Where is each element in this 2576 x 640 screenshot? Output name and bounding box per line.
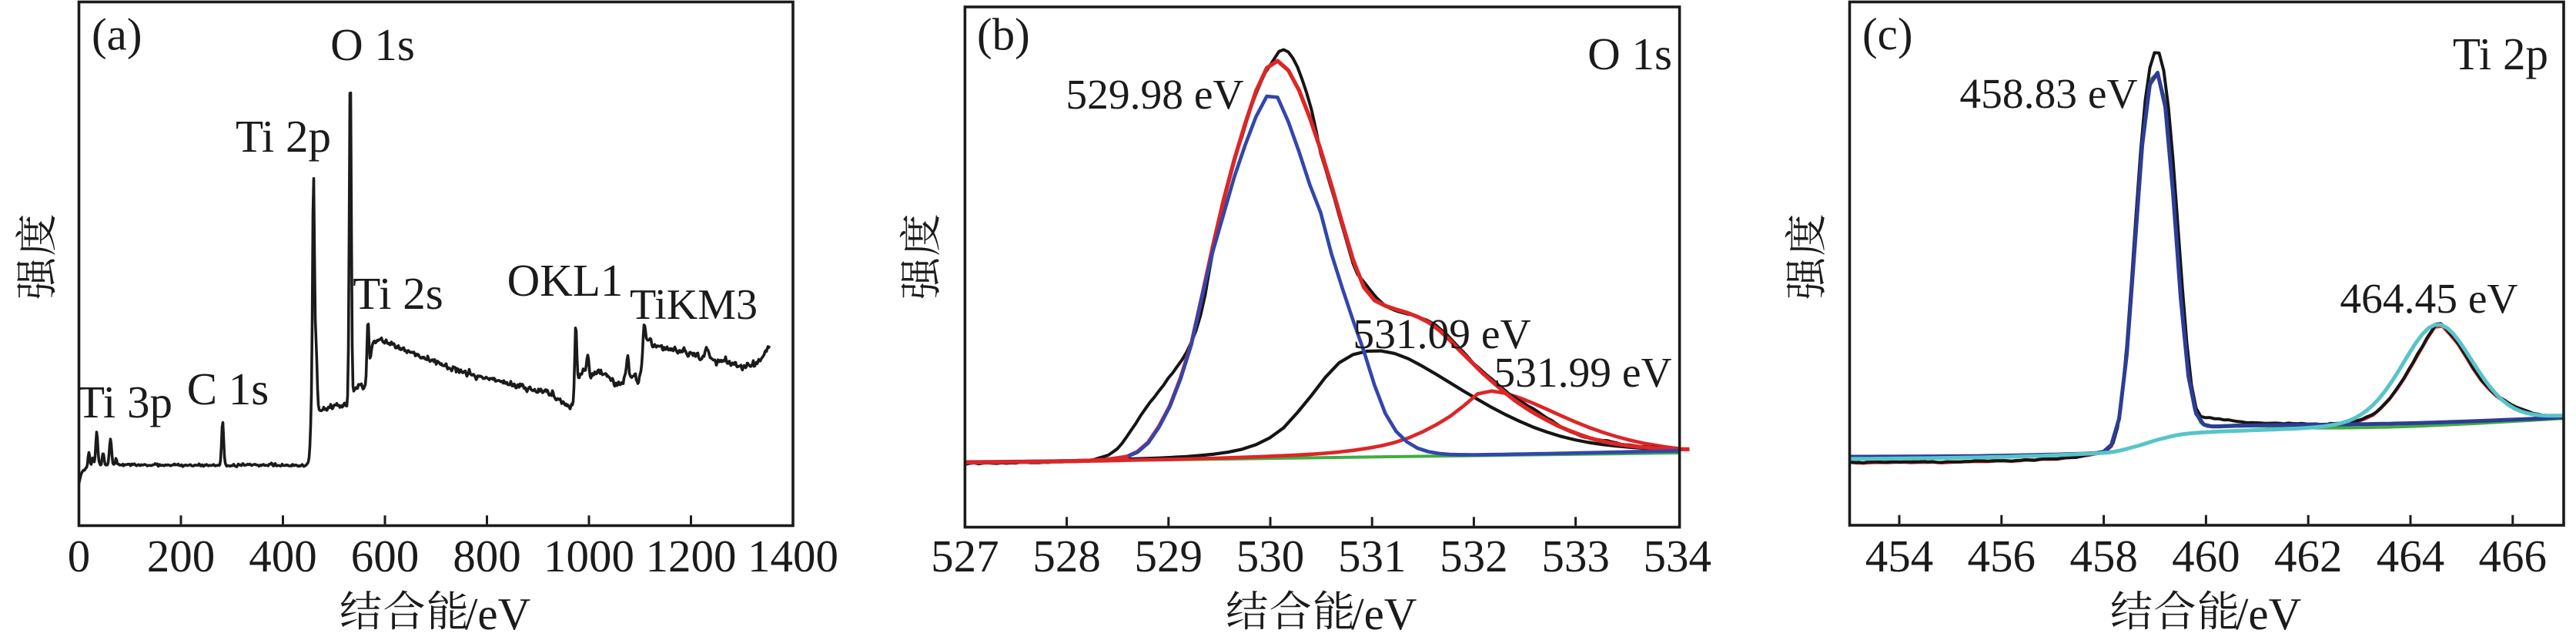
svg-text:528: 528 xyxy=(1032,531,1101,581)
svg-text:1000: 1000 xyxy=(544,531,634,581)
svg-text:(c): (c) xyxy=(1862,8,1912,59)
svg-text:600: 600 xyxy=(351,531,420,581)
svg-text:(a): (a) xyxy=(92,9,142,60)
svg-text:529: 529 xyxy=(1135,531,1203,581)
svg-text:O 1s: O 1s xyxy=(1587,28,1672,79)
svg-text:800: 800 xyxy=(453,531,521,581)
svg-text:462: 462 xyxy=(2274,531,2343,581)
svg-text:456: 456 xyxy=(1968,531,2036,581)
svg-text:533: 533 xyxy=(1541,531,1610,581)
svg-text:C 1s: C 1s xyxy=(187,364,269,414)
svg-text:464.45 eV: 464.45 eV xyxy=(2340,276,2517,323)
svg-text:Ti 3p: Ti 3p xyxy=(77,377,172,427)
svg-text:464: 464 xyxy=(2377,531,2445,581)
svg-text:(b): (b) xyxy=(977,9,1030,60)
svg-text:530: 530 xyxy=(1236,531,1305,581)
svg-text:200: 200 xyxy=(147,531,216,581)
svg-text:OKL1: OKL1 xyxy=(507,255,624,306)
svg-text:532: 532 xyxy=(1440,531,1508,581)
svg-text:0: 0 xyxy=(68,531,91,581)
svg-text:TiKM3: TiKM3 xyxy=(630,281,758,329)
svg-text:531: 531 xyxy=(1338,531,1407,581)
svg-text:Ti 2p: Ti 2p xyxy=(2453,28,2548,79)
svg-text:458.83 eV: 458.83 eV xyxy=(1959,71,2137,118)
svg-text:460: 460 xyxy=(2172,531,2240,581)
svg-text:529.98 eV: 529.98 eV xyxy=(1066,72,1243,119)
svg-text:534: 534 xyxy=(1644,531,1712,581)
svg-text:531.09 eV: 531.09 eV xyxy=(1353,311,1531,358)
svg-text:1400: 1400 xyxy=(748,531,838,581)
svg-text:454: 454 xyxy=(1865,531,1934,581)
svg-text:400: 400 xyxy=(249,531,317,581)
svg-text:527: 527 xyxy=(931,531,999,581)
svg-text:Ti 2p: Ti 2p xyxy=(236,111,331,162)
svg-text:458: 458 xyxy=(2069,531,2138,581)
svg-text:466: 466 xyxy=(2479,531,2548,581)
svg-text:Ti 2s: Ti 2s xyxy=(353,268,443,319)
svg-text:O 1s: O 1s xyxy=(330,19,415,70)
svg-text:1200: 1200 xyxy=(646,531,737,581)
svg-text:531.99 eV: 531.99 eV xyxy=(1494,350,1671,397)
